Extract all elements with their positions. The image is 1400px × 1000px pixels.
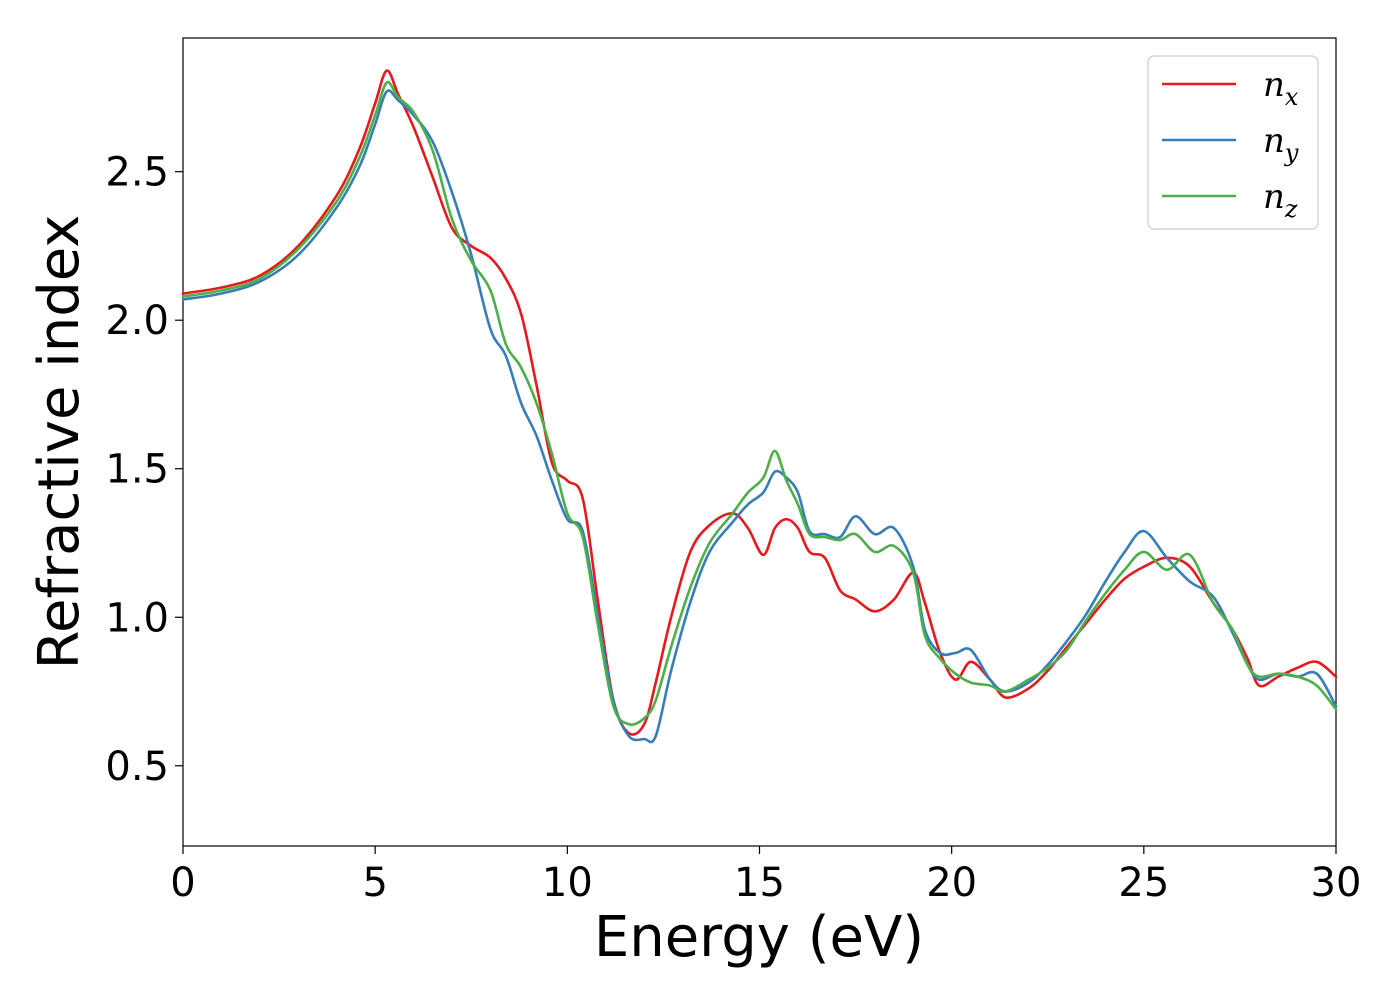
legend-label-main: n (1263, 65, 1285, 105)
legend-label-main: n (1263, 177, 1285, 217)
x-axis-ticks: 0 5 10 15 20 25 30 (170, 846, 1361, 906)
series-line-nx (181, 69, 1338, 736)
series-layer (181, 69, 1338, 744)
legend-label-ny: ny (1263, 121, 1299, 167)
x-tick-label: 10 (542, 860, 593, 906)
x-tick-label: 0 (170, 860, 195, 906)
legend-label-main: n (1263, 121, 1285, 161)
y-axis-ticks: 0.5 1.0 1.5 2.0 2.5 (105, 150, 183, 790)
legend-label-subscript: y (1284, 139, 1299, 167)
y-tick-label: 2.5 (105, 150, 169, 196)
legend-label-subscript: z (1284, 195, 1298, 223)
x-tick-label: 30 (1311, 860, 1362, 906)
x-axis-label: Energy (eV) (594, 905, 924, 970)
x-tick-label: 25 (1118, 860, 1169, 906)
series-line-nz (181, 80, 1338, 726)
legend-box (1147, 55, 1319, 230)
y-tick-label: 0.5 (105, 744, 169, 790)
plot-area: 0 5 10 15 20 25 30 0.5 1.0 1.5 2.0 2.5 (105, 37, 1361, 906)
y-axis-label: Refractive index (27, 215, 92, 670)
y-tick-label: 1.0 (105, 595, 169, 641)
y-tick-label: 2.0 (105, 298, 169, 344)
x-tick-label: 15 (734, 860, 785, 906)
legend-label-nz: nz (1263, 177, 1298, 223)
x-tick-label: 20 (926, 860, 977, 906)
x-tick-label: 5 (362, 860, 387, 906)
legend-label-subscript: x (1285, 83, 1299, 111)
series-line-ny (181, 89, 1338, 744)
legend-label-nx: nx (1263, 65, 1299, 111)
y-tick-label: 1.5 (105, 447, 169, 493)
